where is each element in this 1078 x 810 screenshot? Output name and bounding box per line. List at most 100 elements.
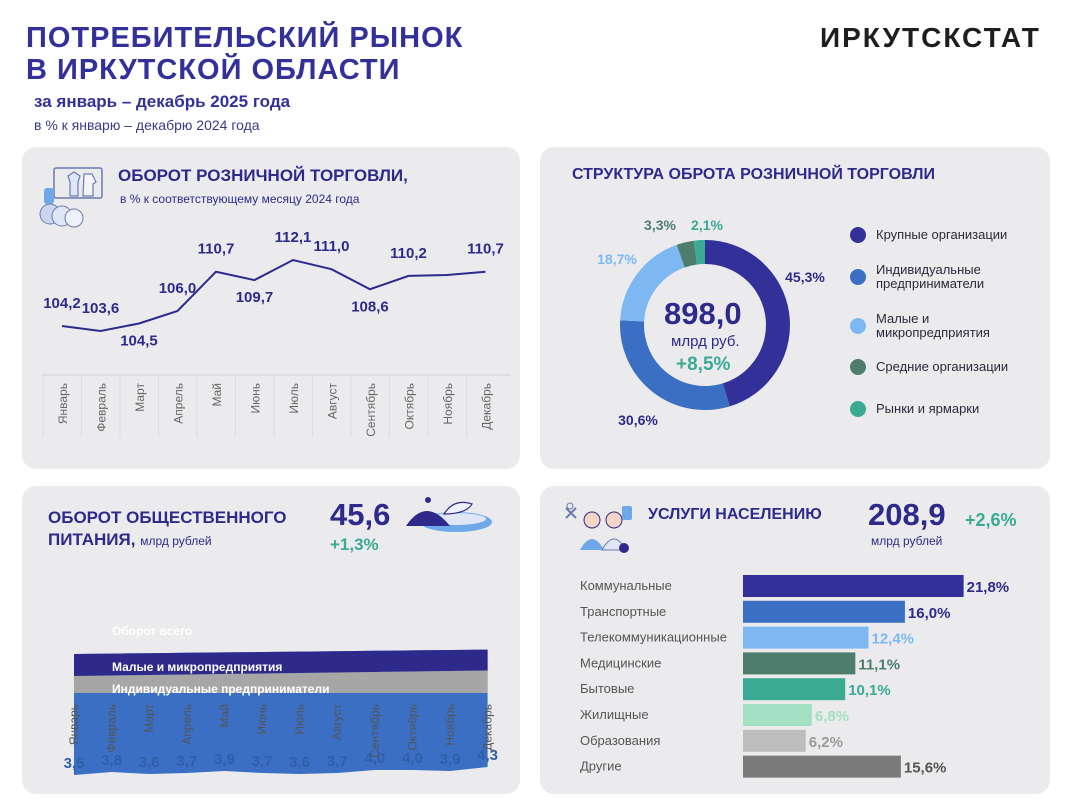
service-value-label: 10,1%	[848, 682, 891, 699]
retail-data-label: 106,0	[159, 280, 197, 297]
area-total-label: 3,5	[64, 755, 85, 772]
period: за январь – декабрь 2025 года	[34, 92, 291, 111]
donut-slice	[676, 240, 698, 268]
retail-tick-label: Август	[326, 383, 340, 420]
legend-label: Средние организации	[876, 359, 1009, 374]
retail-tick-label: Июнь	[249, 383, 263, 414]
retail-tick-label: Апрель	[172, 383, 186, 424]
area-band-ip	[74, 670, 488, 693]
legend-dot	[850, 401, 866, 417]
service-value-label: 16,0%	[908, 605, 951, 622]
service-bar	[743, 729, 806, 752]
retail-data-label: 104,2	[43, 295, 81, 312]
structure-title: СТРУКТУРА ОБРОТА РОЗНИЧНОЙ ТОРГОВЛИ	[572, 166, 935, 183]
legend-label: Индивидуальные предприниматели	[876, 262, 985, 291]
donut-slice	[620, 244, 686, 323]
retail-subtitle: в % к соответствующему месяцу 2024 года	[120, 192, 360, 206]
area-total-label: 3,6	[139, 754, 160, 771]
service-bar	[743, 704, 812, 726]
catering-growth: +1,3%	[330, 535, 379, 554]
legend-label: Крупные организации	[876, 227, 1008, 242]
legend-label: Малые и микропредприятия	[876, 311, 990, 340]
area-band-small	[74, 649, 488, 676]
area-total-label: 3,7	[327, 753, 348, 770]
area-total-label: 3,9	[214, 751, 235, 768]
retail-tick-label: Май	[210, 383, 224, 407]
retail-data-label: 104,5	[120, 332, 158, 349]
page-title-line2: В ИРКУТСКОЙ ОБЛАСТИ	[26, 54, 401, 86]
retail-data-label: 103,6	[82, 300, 120, 317]
area-tick-label: Апрель	[180, 704, 194, 745]
service-value-label: 11,1%	[858, 656, 900, 673]
area-total-label: 4,0	[364, 750, 385, 767]
retail-tick-label: Март	[133, 383, 147, 412]
service-people-icon	[565, 502, 632, 553]
catering-title-line2: ПИТАНИЯ,	[48, 530, 136, 549]
service-bar	[743, 600, 905, 623]
donut-slice-label: 3,3%	[644, 217, 676, 233]
legend-dot	[850, 269, 866, 285]
retail-tick-label: Февраль	[95, 383, 109, 432]
retail-line-chart: 104,2 Январь 103,6 Февраль 104,5 Март 106,0 Апр…	[42, 229, 510, 437]
retail-tick-label: Январь	[56, 383, 70, 424]
area-tick-label: Декабрь	[481, 704, 495, 751]
area-total-label: 3,7	[176, 753, 197, 770]
retail-data-label: 110,2	[390, 245, 427, 262]
service-category-label: Коммунальные	[580, 578, 672, 593]
structure-unit: млрд руб.	[671, 333, 740, 350]
band-label-small: Малые и микропредприятия	[112, 660, 283, 674]
retail-title: ОБОРОТ РОЗНИЧНОЙ ТОРГОВЛИ,	[118, 166, 408, 185]
donut-slice-label: 45,3%	[785, 269, 825, 285]
area-total-label: 4,3	[477, 747, 498, 764]
area-tick-label: Февраль	[105, 704, 119, 753]
retail-data-label: 110,7	[198, 241, 235, 258]
donut-slice-label: 2,1%	[691, 217, 723, 233]
service-bar	[743, 755, 901, 778]
service-category-label: Другие	[580, 759, 622, 774]
area-total-label: 3,9	[440, 751, 461, 768]
services-bar-chart: Коммунальные 21,8% Транспортные 16,0% Телеко…	[580, 575, 1010, 778]
legend-item-small: Малые и микропредприятия	[850, 312, 1030, 340]
service-value-label: 21,8%	[967, 579, 1010, 596]
page-title-line1: ПОТРЕБИТЕЛЬСКИЙ РЫНОК	[26, 22, 464, 54]
service-category-label: Образования	[580, 733, 660, 748]
retail-data-label: 112,1	[275, 229, 312, 246]
retail-data-label: 110,7	[467, 241, 504, 258]
services-total: 208,9	[868, 497, 946, 532]
service-value-label: 6,2%	[809, 734, 843, 751]
service-bar	[743, 678, 846, 701]
catering-title-unit: млрд рублей	[140, 534, 212, 548]
catering-total: 45,6	[330, 497, 391, 532]
service-category-label: Телекоммуникационные	[580, 630, 727, 645]
retail-data-label: 111,0	[314, 238, 350, 255]
services-title: УСЛУГИ НАСЕЛЕНИЮ	[648, 506, 822, 523]
structure-total: 898,0	[664, 296, 742, 331]
unit-note: в % к январю – декабрю 2024 года	[34, 117, 260, 133]
legend-label: Рынки и ярмарки	[876, 401, 980, 416]
retail-data-label: 108,6	[351, 298, 389, 315]
service-value-label: 15,6%	[904, 760, 947, 777]
area-total-label: 3,8	[101, 752, 122, 769]
retail-panel	[22, 147, 520, 469]
legend-dot	[850, 359, 866, 375]
area-tick-label: Август	[330, 704, 344, 741]
retail-tick-label: Декабрь	[480, 383, 494, 430]
service-category-label: Транспортные	[580, 604, 666, 619]
donut-slice	[693, 240, 706, 265]
area-total-label: 4,0	[402, 750, 423, 767]
retail-data-label: 109,7	[236, 289, 274, 306]
area-tick-label: Октябрь	[405, 704, 419, 751]
legend-item-medium: Средние организации	[850, 359, 1008, 375]
service-bar	[743, 626, 869, 649]
donut-slice-label: 30,6%	[618, 412, 658, 428]
legend-item-markets: Рынки и ярмарки	[850, 401, 979, 417]
area-tick-label: Июль	[293, 704, 307, 735]
donut-slice-label: 18,7%	[597, 251, 637, 267]
retail-tick-label: Октябрь	[403, 383, 417, 430]
service-category-label: Медицинские	[580, 655, 661, 670]
services-unit: млрд рублей	[871, 534, 943, 548]
service-value-label: 12,4%	[871, 631, 914, 648]
band-label-ip: Индивидуальные предприниматели	[112, 682, 330, 696]
structure-growth: +8,5%	[676, 354, 731, 375]
